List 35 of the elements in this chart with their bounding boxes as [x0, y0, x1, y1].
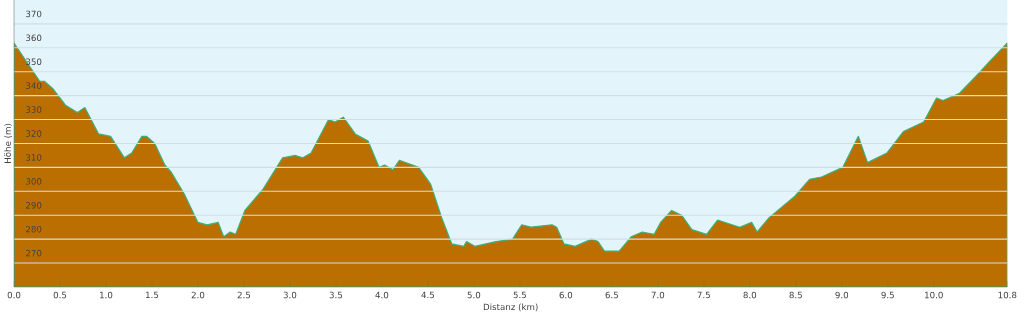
x-axis-title: Distanz (km): [483, 303, 538, 312]
x-tick-label: 5.0: [467, 291, 481, 299]
x-tick-label: 9.0: [835, 291, 849, 299]
x-tick-label: 4.5: [421, 291, 435, 299]
y-tick-label: 320: [26, 130, 42, 137]
y-tick-label: 360: [26, 34, 42, 42]
y-tick-label: 270: [26, 249, 42, 257]
x-tick-label: 2.0: [191, 291, 205, 299]
x-tick-label: 3.5: [329, 291, 343, 299]
x-tick-label: 8.0: [743, 291, 757, 299]
x-tick-label: 10.0: [925, 291, 943, 299]
x-tick-label: 0.0: [7, 291, 21, 299]
x-tick-label: 1.5: [146, 291, 159, 299]
x-tick-label: 0.5: [53, 291, 67, 299]
y-tick-label: 340: [26, 82, 42, 89]
y-tick-label: 300: [26, 178, 42, 185]
y-tick-label: 290: [26, 201, 42, 209]
x-tick-label: 5.5: [513, 291, 526, 299]
x-tick-label: 3.0: [283, 291, 297, 299]
x-tick-label: 10.8: [998, 291, 1017, 299]
x-tick-label: 6.5: [605, 291, 618, 299]
x-tick-label: 6.0: [559, 291, 573, 299]
y-tick-label: 330: [26, 106, 42, 113]
x-tick-label: 7.5: [697, 291, 710, 299]
x-tick-label: 8.5: [789, 291, 802, 299]
y-tick-label: 310: [26, 154, 42, 161]
x-tick-label: 2.5: [237, 291, 251, 299]
y-tick-label: 350: [26, 58, 42, 66]
x-tick-label: 1.0: [100, 291, 113, 299]
x-tick-label: 4.0: [375, 291, 389, 299]
y-axis-title: Höhe (m): [4, 123, 12, 163]
x-tick-label: 7.0: [651, 291, 665, 299]
y-tick-label: 280: [26, 225, 42, 233]
x-tick-label: 9.5: [881, 291, 894, 299]
y-tick-label: 370: [26, 10, 42, 18]
